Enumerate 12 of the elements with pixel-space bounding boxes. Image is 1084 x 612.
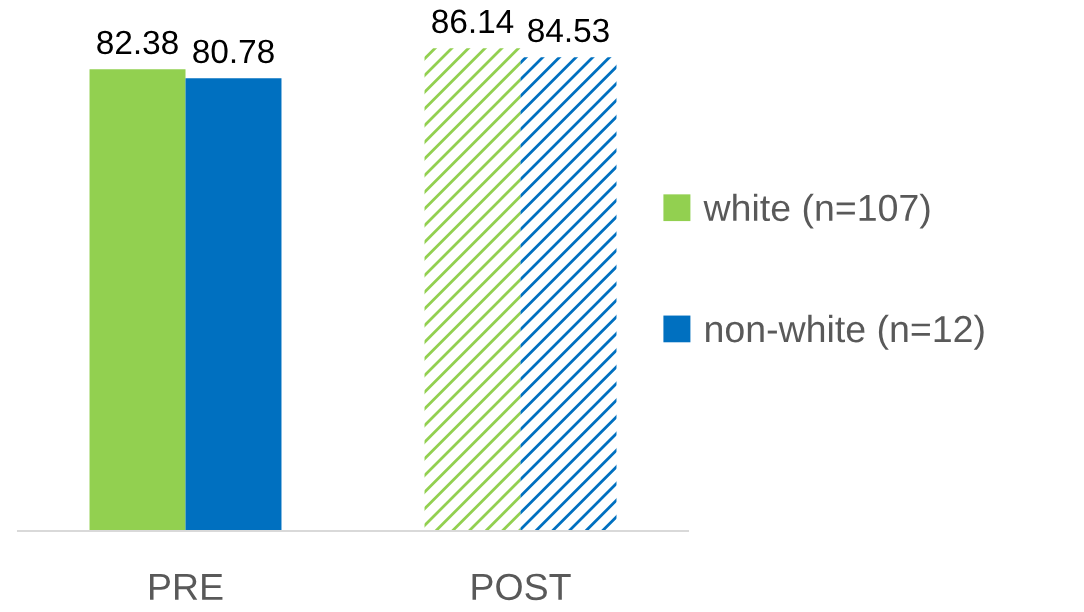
bar [424, 48, 521, 531]
data-label: 84.53 [528, 18, 609, 43]
data-label: 86.14 [432, 9, 514, 34]
data-label: 80.78 [193, 39, 274, 64]
bar [520, 57, 617, 531]
x-tick-label: POST [472, 573, 571, 601]
x-tick-label: PRE [150, 574, 223, 600]
data-label: 82.38 [97, 30, 178, 55]
legend-label: white (n=107) [703, 193, 930, 229]
bar [89, 69, 186, 531]
bar [185, 78, 282, 531]
legend-label: non-white (n=12) [706, 314, 984, 350]
